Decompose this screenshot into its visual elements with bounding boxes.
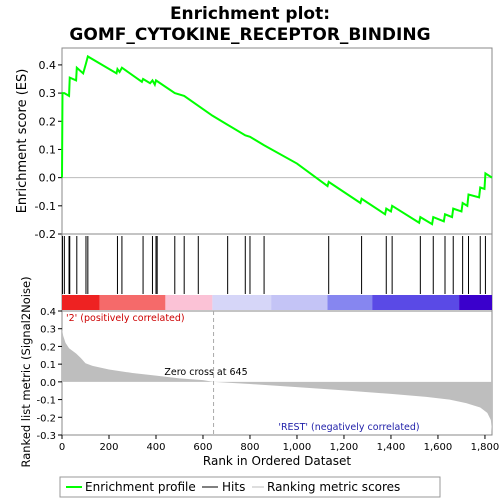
enrichment-y-tick-label: 0.0 [39,172,57,185]
enrichment-panel: 0.4 0.3 0.2 0.1 0.0 -0.1 -0.2 Enrichment score… [15,47,493,241]
legend: Enrichment profile Hits Ranking metric s… [59,476,441,498]
hit-marks [61,236,486,294]
legend-hits-label: Hits [222,480,245,494]
heatmap-segment [271,295,328,310]
heatmap-segment [459,295,492,310]
ranked-x-tick-label: 200 [99,442,118,453]
enrichment-y-tick-label: 0.3 [39,87,57,100]
ranked-metric-panel: 0.4 0.3 0.2 0.1 0.0 -0.1 -0.2 -0.3 0 200 400 600 80… [19,276,499,468]
ranked-y-axis-label: Ranked list metric (Signal2Noise) [19,276,33,467]
positive-correlation-label: '2' (positively correlated) [66,313,185,324]
enrichment-y-axis-label: Enrichment score (ES) [15,69,30,214]
enrichment-y-tick-label: 0.1 [39,143,57,156]
enrichment-y-tick-label: 0.4 [39,59,57,72]
ranked-y-ticks: 0.4 0.3 0.2 0.1 0.0 -0.1 -0.2 -0.3 [36,307,62,442]
ranked-y-tick-label: -0.3 [36,431,56,442]
enrichment-y-tick-label: 0.2 [39,115,57,128]
ranked-x-tick-label: 800 [240,442,259,453]
ranked-x-tick-label: 0 [59,442,65,453]
enrichment-y-tick-label: -0.1 [35,200,56,213]
ranked-x-tick-label: 1,400 [377,442,406,453]
ranked-x-tick-label: 1,800 [471,442,500,453]
heatmap-segment [372,295,460,310]
ranking-heatmap-bar [62,295,492,310]
ranked-x-tick-label: 600 [193,442,212,453]
legend-enrichment-label: Enrichment profile [85,480,196,494]
heatmap-segment [165,295,213,310]
ranked-x-tick-label: 1,000 [283,442,312,453]
hits-panel [61,233,493,312]
ranked-x-ticks: 0 200 400 600 800 1,000 1,200 1,400 1,600 1,800 [59,435,499,453]
ranked-y-tick-label: -0.2 [36,413,56,424]
legend-ranking-label: Ranking metric scores [267,480,400,494]
legend-frame [59,476,441,498]
ranked-x-tick-label: 1,600 [424,442,453,453]
ranked-x-axis-label: Rank in Ordered Dataset [203,454,351,468]
enrichment-y-tick-label: -0.2 [35,228,56,241]
chart-subtitle: GOMF_CYTOKINE_RECEPTOR_BINDING [69,25,430,45]
ranked-x-tick-label: 400 [146,442,165,453]
ranked-y-tick-label: 0.4 [40,307,56,318]
ranked-y-tick-label: 0.0 [40,378,56,389]
heatmap-segment [99,295,166,310]
zero-cross-label: Zero cross at 645 [164,367,247,378]
enrichment-plot-frame [61,47,493,235]
ranked-y-tick-label: -0.1 [36,396,56,407]
enrichment-profile-line [61,54,493,226]
negative-correlation-label: 'REST' (negatively correlated) [278,422,419,433]
ranked-y-tick-label: 0.3 [40,325,56,336]
heatmap-segment [327,295,373,310]
ranked-y-tick-label: 0.1 [40,360,56,371]
chart-title: Enrichment plot: [170,4,330,24]
heatmap-segment [212,295,272,310]
ranked-x-tick-label: 1,200 [330,442,359,453]
heatmap-segment [62,295,100,310]
enrichment-y-ticks: 0.4 0.3 0.2 0.1 0.0 -0.1 -0.2 [35,59,62,241]
ranking-metric-area [62,328,492,432]
ranked-y-tick-label: 0.2 [40,342,56,353]
